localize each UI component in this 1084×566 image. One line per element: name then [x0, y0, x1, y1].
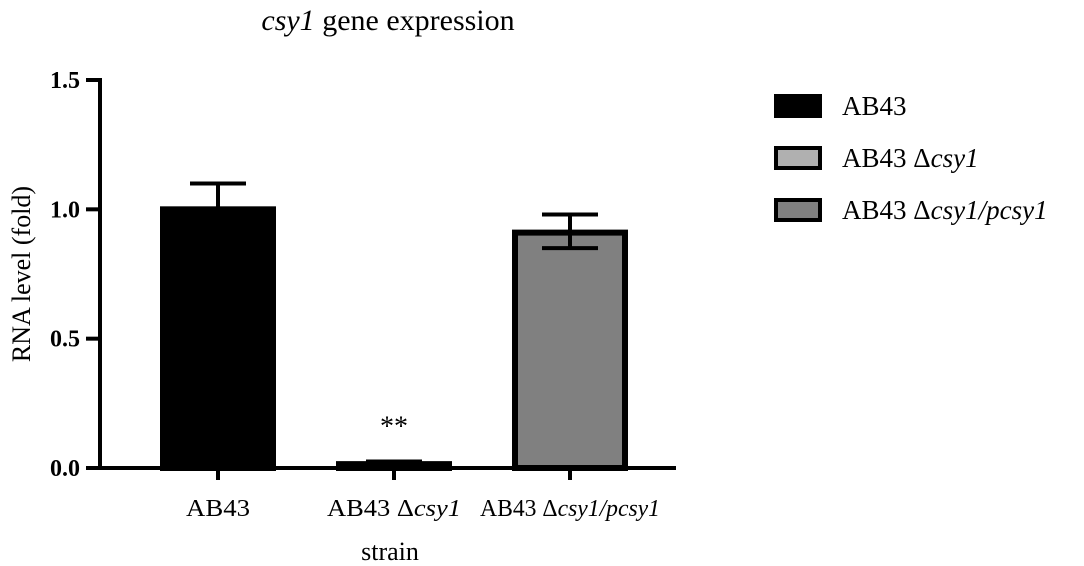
x-tick-label: AB43	[186, 496, 250, 522]
legend-label: AB43	[842, 91, 907, 121]
bar	[512, 229, 628, 471]
chart-title-italic: csy1	[261, 4, 314, 37]
legend-label: AB43 Δcsy1/pcsy1	[842, 195, 1048, 225]
y-tick-label: 0.5	[50, 327, 80, 353]
legend-swatch	[774, 94, 822, 118]
legend-swatch	[774, 146, 822, 170]
bar	[336, 461, 452, 471]
chart-title-rest: gene expression	[315, 4, 515, 37]
bar	[160, 206, 276, 471]
chart-title: csy1 gene expression	[261, 4, 514, 37]
x-axis-label: strain	[361, 537, 419, 566]
y-tick-label: 1.5	[50, 68, 80, 94]
x-tick-label: AB43 Δcsy1/pcsy1	[480, 496, 660, 522]
legend-swatch	[774, 198, 822, 222]
y-axis-label: RNA level (fold)	[7, 186, 36, 362]
legend-label: AB43 Δcsy1	[842, 143, 979, 173]
significance-label: **	[380, 412, 408, 443]
y-tick-label: 1.0	[50, 197, 80, 223]
y-tick-label: 0.0	[50, 456, 80, 482]
